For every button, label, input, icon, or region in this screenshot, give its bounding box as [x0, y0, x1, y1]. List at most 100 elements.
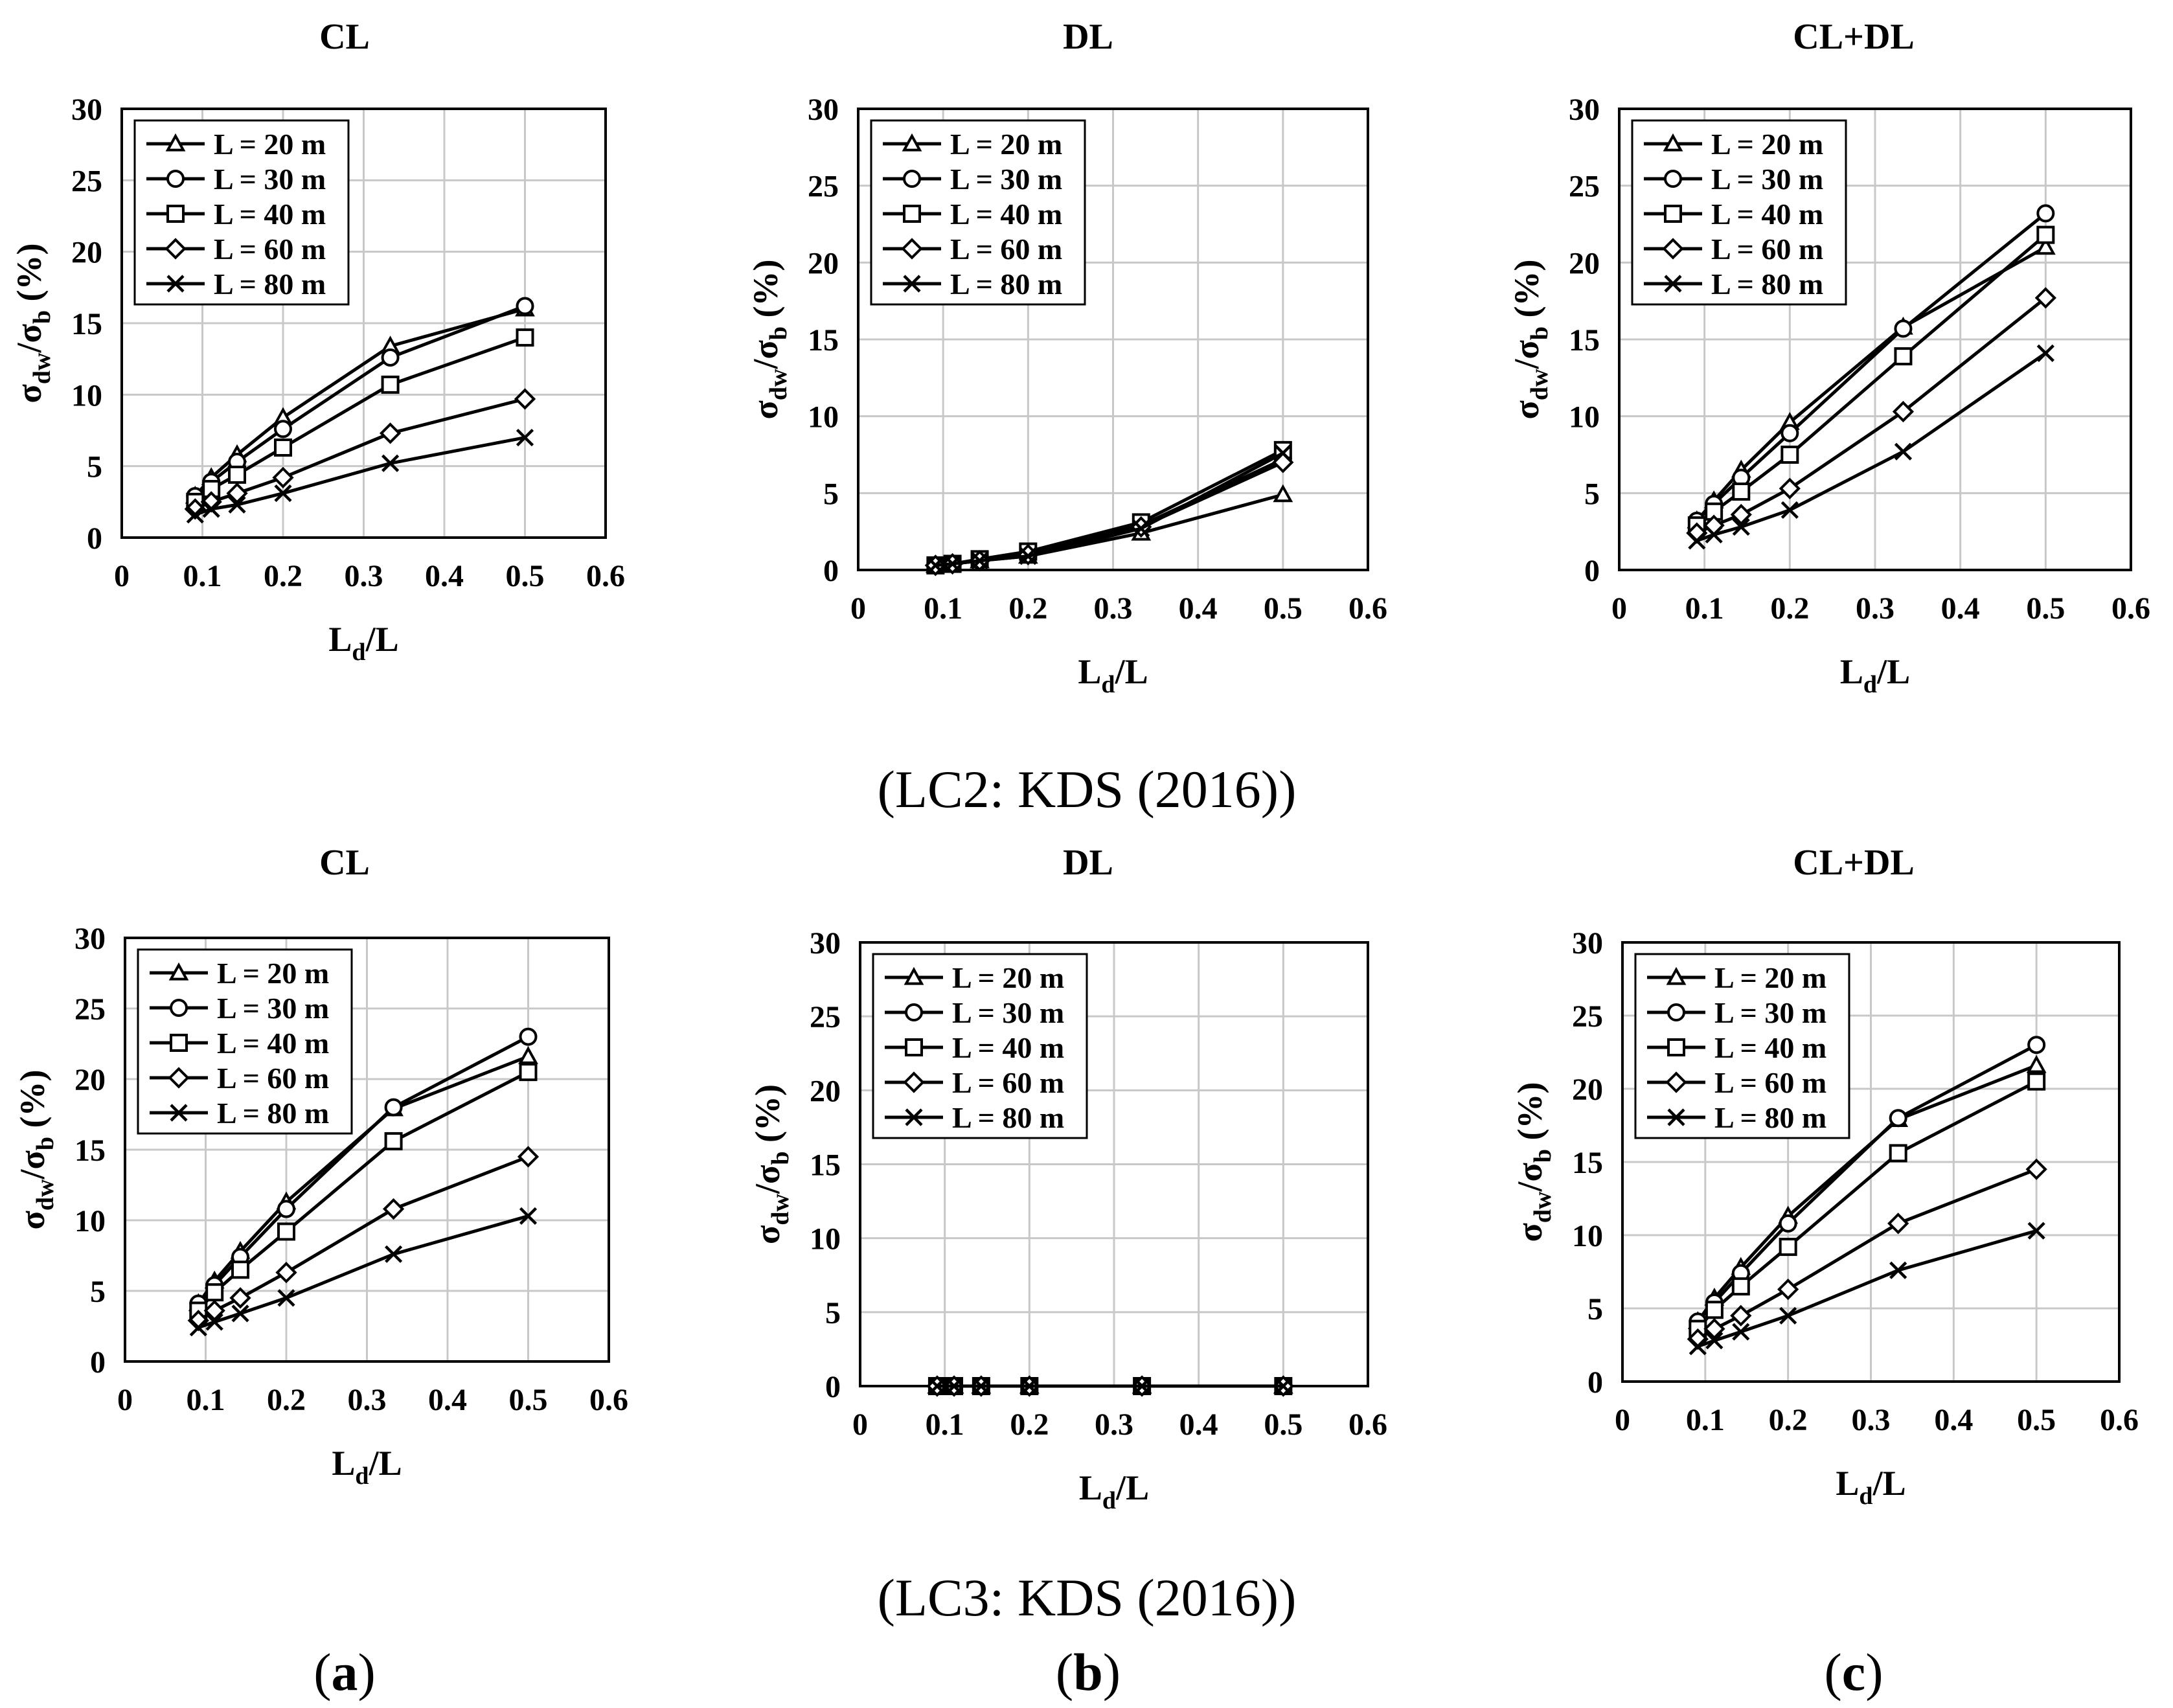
x-axis-label: Ld/L	[1840, 652, 1910, 698]
data-point-diamond	[517, 1146, 540, 1168]
data-point-diamond	[2034, 287, 2056, 309]
data-point-square	[2036, 225, 2055, 244]
legend-entry: L = 20 m	[950, 128, 1062, 161]
legend: L = 20 mL = 30 mL = 40 mL = 60 mL = 80 m	[133, 119, 350, 306]
x-tick-label: 0.3	[1856, 591, 1894, 626]
legend-entry: L = 80 m	[1711, 268, 1823, 301]
y-tick-label: 10	[810, 1222, 841, 1257]
x-tick-label: 0.2	[1770, 591, 1809, 626]
legend-entry: L = 40 m	[952, 1031, 1064, 1064]
data-point-x	[1132, 519, 1150, 538]
data-point-square	[2027, 1072, 2046, 1091]
legend-marker-triangle	[904, 966, 924, 985]
y-tick-label: 15	[1572, 1146, 1603, 1180]
data-point-x	[1779, 1306, 1797, 1325]
series-60m	[924, 451, 1294, 576]
y-axis-label: σdw/σb (%)	[748, 1084, 794, 1244]
legend-marker-square	[1664, 205, 1682, 223]
data-point-square	[1780, 446, 1799, 464]
legend-marker-circle	[170, 999, 188, 1017]
legend-marker-x	[1667, 1108, 1685, 1126]
chart-lc3-cl: CL 0 0.1 0.2 0.3 0.4 0.5 0.6 0 5 10 15 20 25 30 Ld/L σdw…	[13, 843, 628, 1490]
legend-marker-square	[1667, 1038, 1685, 1056]
legend-entry: L = 80 m	[217, 1097, 329, 1130]
chart-title: CL+DL	[1793, 843, 1915, 883]
data-point-triangle	[2026, 1054, 2047, 1073]
x-tick-label: 0.6	[589, 1383, 628, 1417]
x-tick-label: 0.1	[1685, 591, 1724, 626]
panel-label-b-letter: b	[1073, 1643, 1103, 1702]
x-tick-label: 0.4	[425, 559, 464, 593]
panel-label-b-open: (	[1055, 1643, 1074, 1702]
y-tick-label: 30	[1569, 93, 1600, 127]
y-tick-label: 25	[1572, 999, 1603, 1034]
x-tick-label: 0.6	[586, 559, 625, 593]
data-point-x	[926, 556, 944, 575]
legend-marker-x	[903, 275, 921, 293]
legend: L = 20 mL = 30 mL = 40 mL = 60 mL = 80 m	[137, 948, 353, 1135]
data-point-x	[1705, 525, 1723, 544]
legend-marker-diamond	[1662, 238, 1684, 260]
legend-marker-square	[166, 205, 185, 223]
y-tick-label: 15	[74, 1133, 106, 1168]
legend-entry: L = 60 m	[1714, 1066, 1826, 1099]
y-tick-label: 10	[1569, 400, 1600, 435]
y-tick-label: 20	[1569, 246, 1600, 280]
x-tick-label: 0	[850, 591, 866, 626]
data-point-x	[1732, 518, 1750, 536]
row-caption-lc2: (LC2: KDS (2016))	[877, 760, 1297, 819]
y-tick-label: 20	[74, 1063, 106, 1097]
legend-entry: L = 20 m	[952, 961, 1064, 994]
data-point-circle	[274, 420, 292, 438]
panel-label-b: (b)	[1056, 1642, 1121, 1703]
x-tick-label: 0.6	[2100, 1403, 2139, 1437]
panel-label-b-close: )	[1102, 1643, 1121, 1702]
legend-marker-square	[903, 205, 921, 223]
y-tick-label: 20	[1572, 1073, 1603, 1107]
legend-entry: L = 30 m	[217, 992, 329, 1025]
legend-entry: L = 30 m	[1714, 996, 1826, 1029]
data-point-diamond	[1779, 477, 1801, 499]
x-tick-label: 0.3	[1094, 591, 1133, 626]
y-tick-label: 10	[71, 378, 102, 413]
y-tick-label: 0	[1584, 554, 1600, 588]
data-point-x	[1780, 501, 1799, 519]
legend-entry: L = 40 m	[1714, 1031, 1826, 1064]
legend-entry: L = 30 m	[952, 996, 1064, 1029]
legend-entry: L = 30 m	[214, 163, 326, 196]
y-axis-label: σdw/σb (%)	[10, 244, 56, 404]
data-point-x	[2036, 344, 2054, 362]
data-point-circle	[2027, 1036, 2046, 1054]
data-point-circle	[519, 1027, 538, 1046]
data-point-square	[519, 1063, 538, 1082]
chart-lc3-cl-plus-dl: CL+DL 0 0.1 0.2 0.3 0.4 0.5 0.6 0 5 10 15 20 25 30 Ld/L…	[1510, 843, 2139, 1510]
data-point-diamond	[2025, 1158, 2047, 1180]
y-tick-label: 0	[90, 1345, 106, 1380]
legend-marker-circle	[905, 1003, 923, 1021]
x-tick-label: 0.4	[428, 1383, 467, 1417]
data-point-diamond	[275, 1262, 297, 1284]
legend-marker-square	[170, 1034, 188, 1052]
legend-marker-triangle	[165, 133, 186, 152]
y-tick-label: 5	[825, 1296, 841, 1330]
data-point-triangle	[2035, 236, 2056, 255]
y-tick-label: 10	[74, 1204, 106, 1238]
y-axis-label: σdw/σb (%)	[13, 1070, 59, 1230]
y-tick-label: 20	[810, 1074, 841, 1108]
legend: L = 20 mL = 30 mL = 40 mL = 60 mL = 80 m	[1631, 119, 1847, 306]
series-80m	[928, 1377, 1292, 1395]
panel-label-c-open: (	[1824, 1643, 1842, 1702]
y-tick-label: 5	[1584, 477, 1600, 511]
data-point-x	[231, 1304, 249, 1323]
legend-marker-circle	[1667, 1003, 1685, 1021]
data-point-circle	[1889, 1109, 1907, 1128]
data-point-x	[1274, 444, 1292, 462]
x-tick-label: 0.4	[1934, 1403, 1973, 1437]
data-point-diamond	[1887, 1213, 1909, 1235]
legend-entry: L = 80 m	[952, 1101, 1064, 1134]
x-tick-label: 0.3	[1095, 1407, 1133, 1442]
plot-frame	[124, 937, 610, 1363]
panel-label-a-close: )	[358, 1643, 376, 1702]
y-tick-label: 15	[810, 1148, 841, 1183]
